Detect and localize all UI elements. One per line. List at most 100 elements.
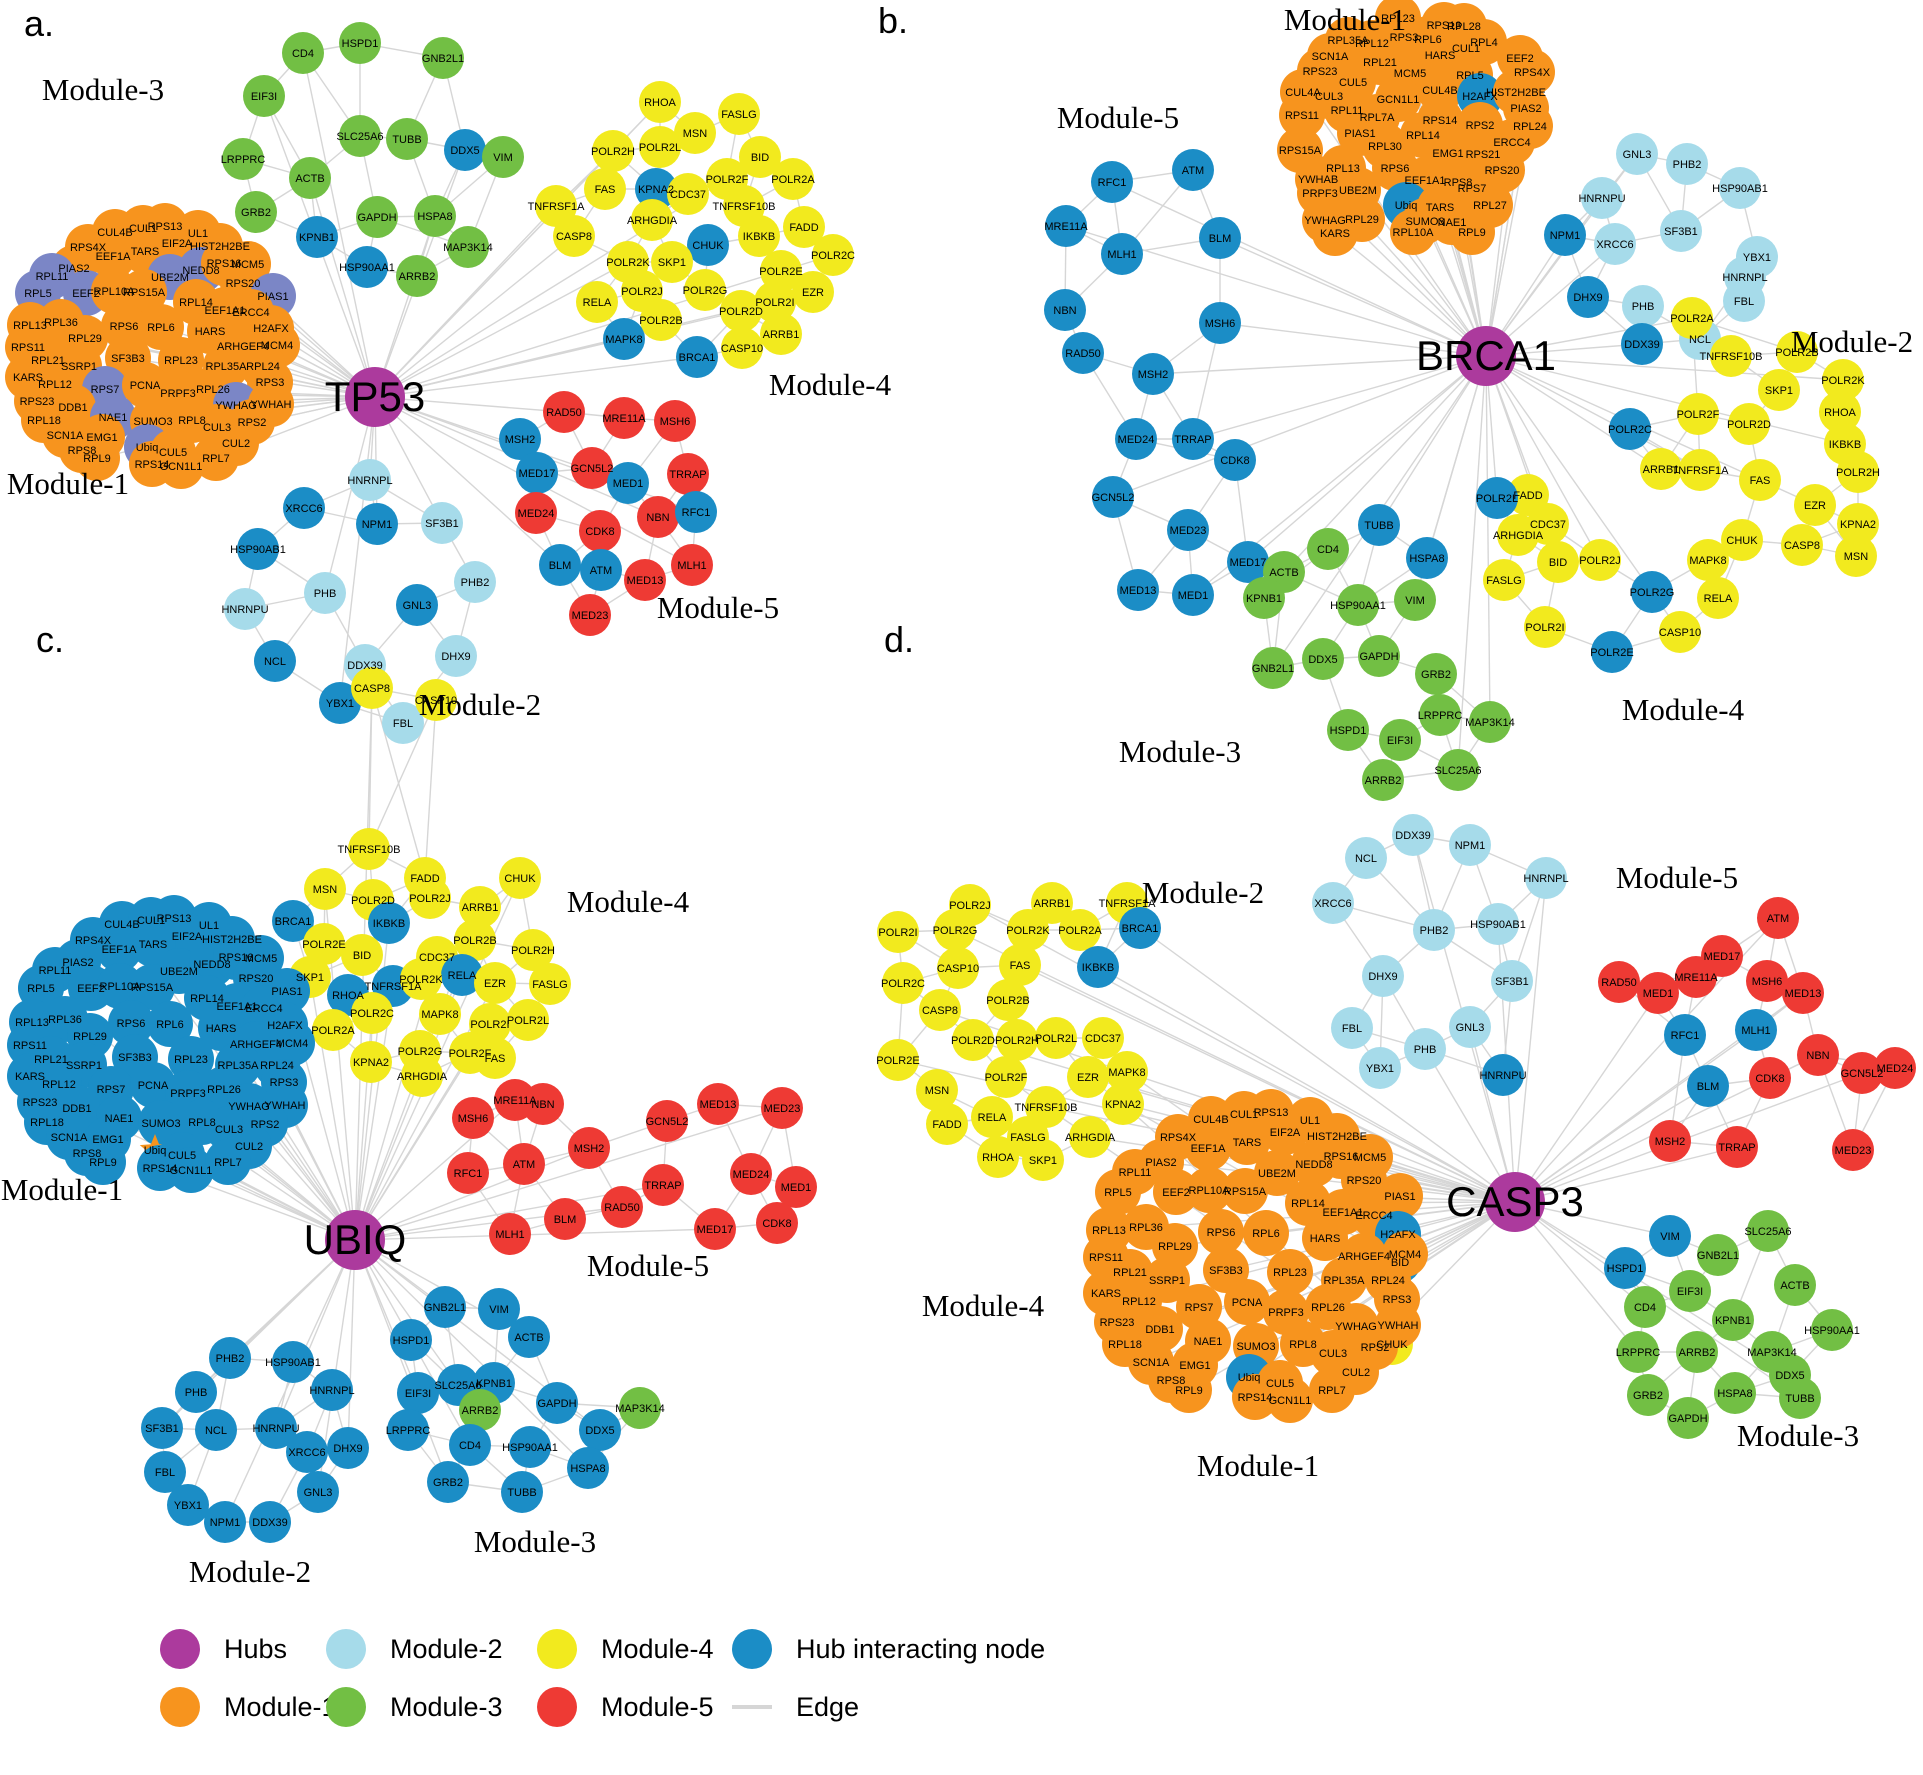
node-label-UBE2M: UBE2M: [1339, 185, 1377, 197]
node-label-YWHAH: YWHAH: [251, 399, 292, 411]
node-label-HARS: HARS: [206, 1023, 237, 1035]
node-label-ARHGEF4: ARHGEF4: [230, 1039, 282, 1051]
node-label-POLR2L: POLR2L: [639, 142, 681, 154]
node-label-RPL24: RPL24: [1513, 121, 1547, 133]
node-label-MSH6: MSH6: [660, 416, 691, 428]
node-RAD50: [1598, 961, 1640, 1003]
node-label-RPL9: RPL9: [89, 1157, 117, 1169]
node-POLR2L: [1035, 1017, 1077, 1059]
node-label-ARHGEF4: ARHGEF4: [217, 341, 269, 353]
node-TRRAP: [1716, 1126, 1758, 1168]
node-label-CASP10: CASP10: [415, 695, 457, 707]
edge: [1514, 877, 1547, 1203]
node-label-NBN: NBN: [1806, 1050, 1829, 1062]
node-label-MSH2: MSH2: [505, 434, 536, 446]
node-label-YBX1: YBX1: [1743, 252, 1771, 264]
node-label-NPM1: NPM1: [210, 1517, 241, 1529]
node-SKP1: [651, 241, 693, 283]
node-label-HNRNPL: HNRNPL: [1722, 272, 1767, 284]
node-PHB: [304, 572, 346, 614]
node-label-UBE2M: UBE2M: [1258, 1168, 1296, 1180]
edge: [302, 52, 376, 398]
node-CASP8: [553, 215, 595, 257]
node-HSPA8: [414, 195, 456, 237]
node-label-BLM: BLM: [1697, 1081, 1720, 1093]
node-label-NCL: NCL: [1689, 334, 1711, 346]
node-label-MED17: MED17: [1230, 557, 1267, 569]
node-label-MED23: MED23: [1170, 525, 1207, 537]
node-label-MED24: MED24: [733, 1169, 770, 1181]
node-label-RPS3: RPS3: [256, 377, 285, 389]
node-MED17: [694, 1208, 736, 1250]
node-TUBB: [1779, 1377, 1821, 1419]
node-ATM: [580, 549, 622, 591]
node-label-SCN1A: SCN1A: [47, 430, 84, 442]
node-ACTB: [508, 1316, 550, 1358]
node-label-RPS11: RPS11: [11, 342, 45, 354]
node-label-RAD50: RAD50: [1601, 977, 1636, 989]
node-POLR2G: [1631, 571, 1673, 613]
node-label-POLR2A: POLR2A: [771, 174, 815, 186]
node-CD4: [282, 32, 324, 74]
node-TARS: [1224, 1119, 1270, 1165]
node-label-GCN5L2: GCN5L2: [1092, 492, 1135, 504]
node-label-NCL: NCL: [264, 656, 286, 668]
module-label-a-m4: Module-4: [769, 367, 892, 402]
node-EZR: [474, 962, 516, 1004]
edge: [1514, 1201, 1639, 1353]
node-label-RPS23: RPS23: [1100, 1317, 1135, 1329]
legend-swatch-Hub interacting node: [732, 1629, 772, 1669]
node-label-TUBB: TUBB: [1364, 520, 1393, 532]
node-label-TRRAP: TRRAP: [1718, 1142, 1755, 1154]
node-label-RPS3: RPS3: [1383, 1294, 1412, 1306]
node-RELA: [441, 954, 483, 996]
node-label-CASP8: CASP8: [922, 1005, 958, 1017]
node-ATM: [1172, 149, 1214, 191]
node-label-PRPF3: PRPF3: [1302, 188, 1337, 200]
node-POLR2A: [1671, 297, 1713, 339]
node-label-HSP90AB1: HSP90AB1: [230, 544, 286, 556]
node-HSPD1: [1327, 709, 1369, 751]
node-label-MSH6: MSH6: [1752, 976, 1783, 988]
node-MSH6: [1199, 302, 1241, 344]
edge: [1485, 355, 1653, 593]
node-label-RPL30: RPL30: [1368, 141, 1402, 153]
node-label-RPS14: RPS14: [143, 1163, 178, 1175]
legend-label: Edge: [796, 1692, 859, 1722]
node-label-VIM: VIM: [493, 152, 513, 164]
node-HNRNPU: [255, 1407, 297, 1449]
node-TNFRSF10B: [1710, 335, 1752, 377]
node-label-RPL13: RPL13: [1092, 1225, 1126, 1237]
node-label-DDX5: DDX5: [1308, 654, 1337, 666]
node-ARRB1: [1031, 882, 1073, 924]
node-HNRNPL: [1525, 857, 1567, 899]
node-label-HSP90AA1: HSP90AA1: [1330, 600, 1386, 612]
node-RFC1: [675, 491, 717, 533]
node-label-IKBKB: IKBKB: [373, 918, 405, 930]
node-POLR2E: [877, 1039, 919, 1081]
node-EIF3I: [397, 1372, 439, 1414]
node-GCN1L1: [168, 1147, 214, 1193]
node-label-YWHAG: YWHAG: [228, 1101, 270, 1113]
node-NPM1: [1449, 824, 1491, 866]
node-label-RPL5: RPL5: [1456, 70, 1484, 82]
node-HSP90AA1: [1337, 584, 1379, 626]
node-SLC25A6: [1747, 1210, 1789, 1252]
node-label-SF3B3: SF3B3: [111, 353, 145, 365]
node-label-RPL9: RPL9: [83, 453, 111, 465]
node-label-CD4: CD4: [1634, 1302, 1656, 1314]
node-RHOA: [1819, 391, 1861, 433]
node-label-RPS23: RPS23: [20, 396, 55, 408]
node-label-HSPD1: HSPD1: [393, 1335, 430, 1347]
node-label-RPL21: RPL21: [31, 355, 65, 367]
node-CASP10: [415, 679, 457, 721]
node-label-NAE1: NAE1: [99, 412, 128, 424]
node-label-BID: BID: [1391, 1257, 1409, 1269]
node-MLH1: [671, 544, 713, 586]
node-label-DDX5: DDX5: [585, 1425, 614, 1437]
node-label-POLR2G: POLR2G: [1630, 587, 1675, 599]
edge: [354, 1147, 590, 1241]
node-label-GNL3: GNL3: [1623, 149, 1652, 161]
node-MED24: [730, 1153, 772, 1195]
node-HNRNPU: [1581, 177, 1623, 219]
